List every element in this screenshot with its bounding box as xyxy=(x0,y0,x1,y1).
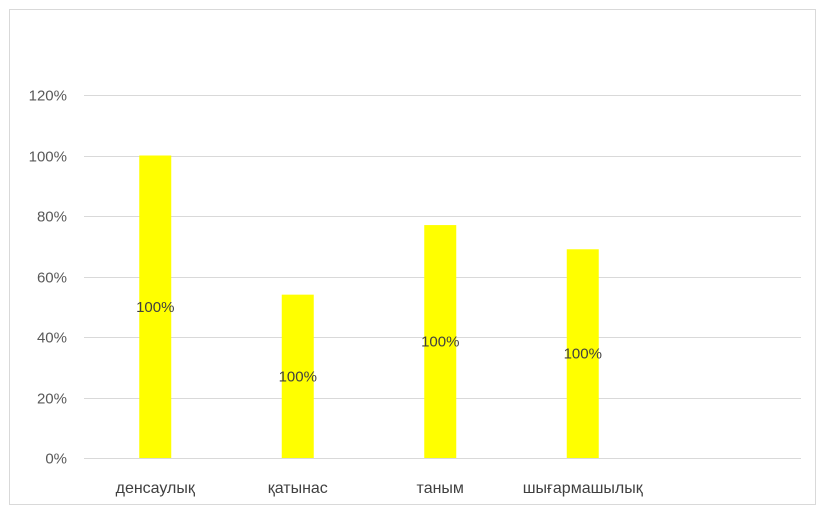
data-label: 100% xyxy=(279,368,317,385)
data-label: 100% xyxy=(136,299,174,316)
bar xyxy=(281,294,314,458)
x-category-label: шығармашылық xyxy=(523,480,644,497)
y-tick-label: 0% xyxy=(45,451,67,468)
y-tick-label: 120% xyxy=(29,88,67,105)
bars xyxy=(139,155,599,458)
data-labels: 100% 100% 100% 100% xyxy=(136,299,602,386)
x-axis-category-labels: денсаулық қатынас таным шығармашылық xyxy=(116,480,644,497)
chart-area-border xyxy=(9,9,816,505)
y-tick-label: 60% xyxy=(37,270,67,287)
x-category-label: денсаулық xyxy=(116,480,196,497)
bar xyxy=(139,155,172,458)
y-tick-label: 20% xyxy=(37,391,67,408)
y-tick-label: 80% xyxy=(37,209,67,226)
data-label: 100% xyxy=(421,334,459,351)
bar xyxy=(566,249,599,458)
y-tick-label: 40% xyxy=(37,330,67,347)
y-axis-tick-labels: 0% 20% 40% 60% 80% 100% 120% xyxy=(29,88,67,468)
bar xyxy=(424,225,457,458)
x-category-label: қатынас xyxy=(268,480,328,497)
y-tick-label: 100% xyxy=(29,149,67,166)
x-category-label: таным xyxy=(417,480,464,497)
data-label: 100% xyxy=(564,346,602,363)
